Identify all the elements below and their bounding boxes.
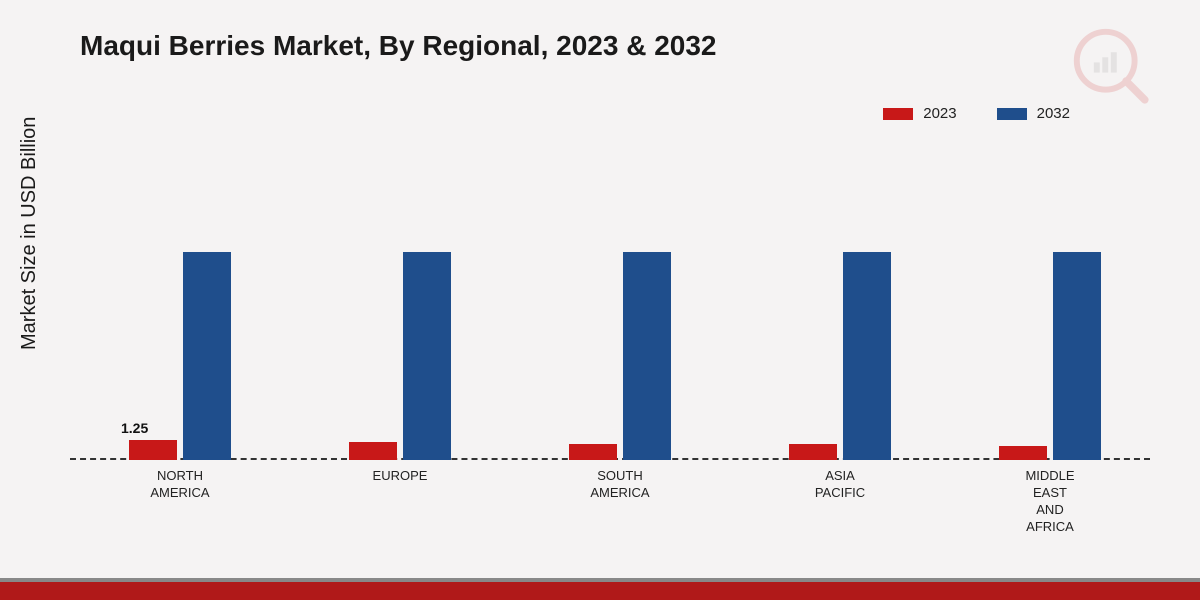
legend-item-2023: 2023 bbox=[883, 105, 956, 122]
y-axis-label: Market Size in USD Billion bbox=[18, 117, 41, 350]
bar-2023 bbox=[789, 444, 837, 460]
bar-group bbox=[995, 252, 1105, 460]
bar-group bbox=[345, 252, 455, 460]
legend: 2023 2032 bbox=[883, 105, 1070, 122]
bar-2023 bbox=[999, 446, 1047, 460]
bar-2032 bbox=[183, 252, 231, 460]
legend-item-2032: 2032 bbox=[997, 105, 1070, 122]
legend-swatch-2023 bbox=[883, 108, 913, 120]
bar-value-label: 1.25 bbox=[121, 420, 148, 436]
chart-area: 1.25 bbox=[70, 140, 1150, 460]
x-axis-label: ASIAPACIFIC bbox=[775, 468, 905, 502]
legend-label-2023: 2023 bbox=[923, 105, 956, 122]
bar-2032 bbox=[1053, 252, 1101, 460]
x-axis-label: NORTHAMERICA bbox=[115, 468, 245, 502]
legend-label-2032: 2032 bbox=[1037, 105, 1070, 122]
bar-2023 bbox=[129, 440, 177, 460]
brand-logo bbox=[1070, 25, 1155, 110]
bar-2032 bbox=[843, 252, 891, 460]
legend-swatch-2032 bbox=[997, 108, 1027, 120]
bar-group bbox=[785, 252, 895, 460]
x-axis-label: EUROPE bbox=[335, 468, 465, 485]
chart-title: Maqui Berries Market, By Regional, 2023 … bbox=[80, 30, 717, 62]
bar-group bbox=[565, 252, 675, 460]
bar-2032 bbox=[403, 252, 451, 460]
bar-group: 1.25 bbox=[125, 252, 235, 460]
bar-2023 bbox=[569, 444, 617, 460]
bar-2032 bbox=[623, 252, 671, 460]
x-axis-label: SOUTHAMERICA bbox=[555, 468, 685, 502]
x-axis-label: MIDDLEEASTANDAFRICA bbox=[985, 468, 1115, 536]
footer-bar bbox=[0, 582, 1200, 600]
bar-2023 bbox=[349, 442, 397, 460]
